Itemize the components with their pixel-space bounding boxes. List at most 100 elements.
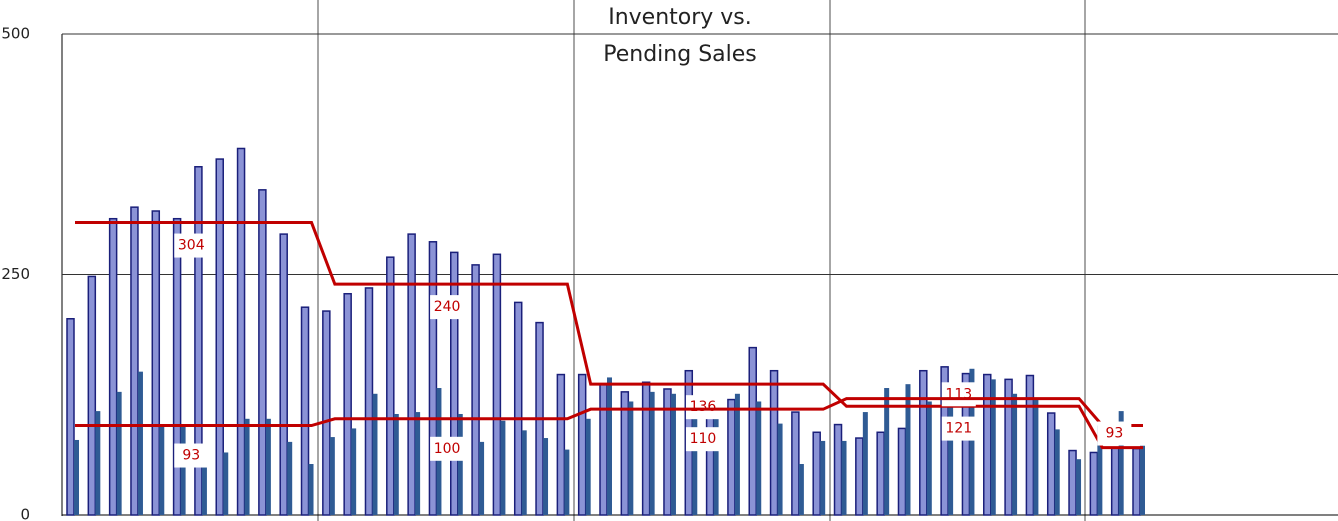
bar xyxy=(812,431,821,516)
bar xyxy=(577,373,587,516)
bar xyxy=(1097,425,1103,515)
bar xyxy=(543,438,549,515)
bar xyxy=(66,318,75,516)
bar xyxy=(265,418,271,515)
bar xyxy=(862,412,868,515)
bar xyxy=(585,418,591,515)
chart-title: Pending Sales xyxy=(603,42,757,67)
bar xyxy=(223,452,229,515)
separators xyxy=(317,0,1086,521)
data-label: 93 xyxy=(1105,426,1123,442)
bar xyxy=(244,418,250,515)
bar xyxy=(1132,447,1141,516)
label-box xyxy=(430,295,465,320)
bar xyxy=(329,437,335,515)
bar xyxy=(500,420,506,515)
bar xyxy=(841,440,847,515)
bar xyxy=(1140,445,1145,515)
bar xyxy=(415,412,421,515)
bar xyxy=(769,369,779,516)
bar xyxy=(287,441,293,515)
bar xyxy=(791,411,800,516)
label-box xyxy=(685,427,720,452)
bar xyxy=(798,464,804,515)
bar xyxy=(201,459,207,515)
bar xyxy=(322,310,331,516)
bar xyxy=(628,401,634,515)
bar xyxy=(990,379,996,515)
chart-title: Inventory vs. xyxy=(608,5,752,30)
bar xyxy=(564,449,570,515)
bar xyxy=(1054,429,1060,515)
data-label: 240 xyxy=(434,299,461,315)
y-tick-label: 0 xyxy=(20,506,30,521)
bar xyxy=(876,431,885,516)
bar xyxy=(308,464,314,515)
bar xyxy=(279,233,288,516)
data-label: 136 xyxy=(690,399,717,415)
bar xyxy=(897,427,907,516)
bar xyxy=(1118,411,1124,515)
bar xyxy=(1012,393,1018,515)
bar xyxy=(450,251,459,516)
bar xyxy=(393,413,399,515)
bar xyxy=(364,287,374,516)
bar xyxy=(556,373,566,516)
bar xyxy=(1076,459,1082,515)
average-line xyxy=(75,397,1143,428)
bar xyxy=(343,292,352,516)
bar xyxy=(258,189,267,516)
bar xyxy=(926,401,932,515)
bar xyxy=(641,381,651,516)
bar xyxy=(428,241,438,516)
bar xyxy=(820,440,826,515)
bar xyxy=(948,402,954,515)
label-box xyxy=(174,233,209,258)
bar xyxy=(159,425,165,515)
bar xyxy=(215,158,224,516)
y-tick-label: 500 xyxy=(1,25,30,43)
average-line xyxy=(75,221,1143,450)
bar xyxy=(727,398,736,516)
bar xyxy=(905,384,911,515)
bar xyxy=(748,346,757,516)
data-label: 110 xyxy=(690,431,717,447)
bar xyxy=(670,393,676,515)
bar xyxy=(180,425,186,515)
bar xyxy=(300,306,310,516)
bar xyxy=(130,206,139,516)
bar xyxy=(607,377,612,515)
bar xyxy=(372,393,378,515)
bar xyxy=(137,371,143,515)
data-label: 304 xyxy=(178,238,205,254)
bar xyxy=(116,391,122,515)
data-label: 121 xyxy=(945,421,972,437)
bar xyxy=(692,401,698,515)
bar xyxy=(1068,449,1077,516)
bar xyxy=(95,411,101,515)
bar xyxy=(599,383,608,516)
bar xyxy=(492,253,502,516)
bar xyxy=(855,437,864,516)
bar xyxy=(1046,412,1056,516)
bar xyxy=(457,413,463,515)
label-box xyxy=(941,416,976,441)
bar xyxy=(649,391,655,515)
label-box xyxy=(1097,421,1132,446)
bar xyxy=(734,393,740,515)
bar xyxy=(471,264,480,516)
bar xyxy=(884,388,890,515)
data-label: 100 xyxy=(434,441,461,457)
bar xyxy=(151,210,161,516)
bar xyxy=(513,301,523,516)
label-box xyxy=(941,382,976,407)
bar xyxy=(172,217,182,516)
bar xyxy=(74,439,79,515)
bar xyxy=(521,430,527,515)
bar xyxy=(983,373,992,516)
bar xyxy=(351,428,357,515)
bar xyxy=(194,166,203,516)
bar xyxy=(236,147,246,516)
data-label: 93 xyxy=(182,448,200,464)
